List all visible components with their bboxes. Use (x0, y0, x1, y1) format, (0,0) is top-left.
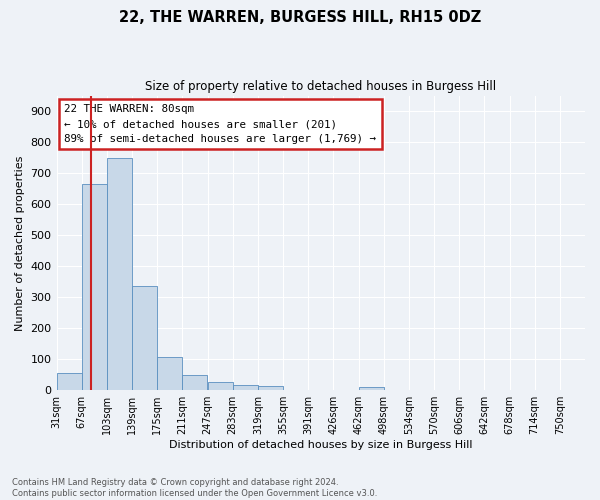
Bar (182, 374, 208, 390)
Bar (82, 184, 107, 390)
Text: Contains HM Land Registry data © Crown copyright and database right 2024.
Contai: Contains HM Land Registry data © Crown c… (12, 478, 377, 498)
Bar (359, 387, 383, 390)
Title: Size of property relative to detached houses in Burgess Hill: Size of property relative to detached ho… (145, 80, 496, 93)
Bar (233, 384, 258, 390)
Text: 22, THE WARREN, BURGESS HILL, RH15 0DZ: 22, THE WARREN, BURGESS HILL, RH15 0DZ (119, 10, 481, 25)
Bar (157, 356, 182, 390)
Y-axis label: Number of detached properties: Number of detached properties (15, 155, 25, 330)
Bar (56, 373, 82, 390)
Bar (107, 158, 132, 390)
Text: 22 THE WARREN: 80sqm
← 10% of detached houses are smaller (201)
89% of semi-deta: 22 THE WARREN: 80sqm ← 10% of detached h… (64, 104, 376, 144)
X-axis label: Distribution of detached houses by size in Burgess Hill: Distribution of detached houses by size … (169, 440, 473, 450)
Bar (258, 386, 283, 390)
Bar (208, 382, 233, 390)
Bar (132, 286, 157, 390)
